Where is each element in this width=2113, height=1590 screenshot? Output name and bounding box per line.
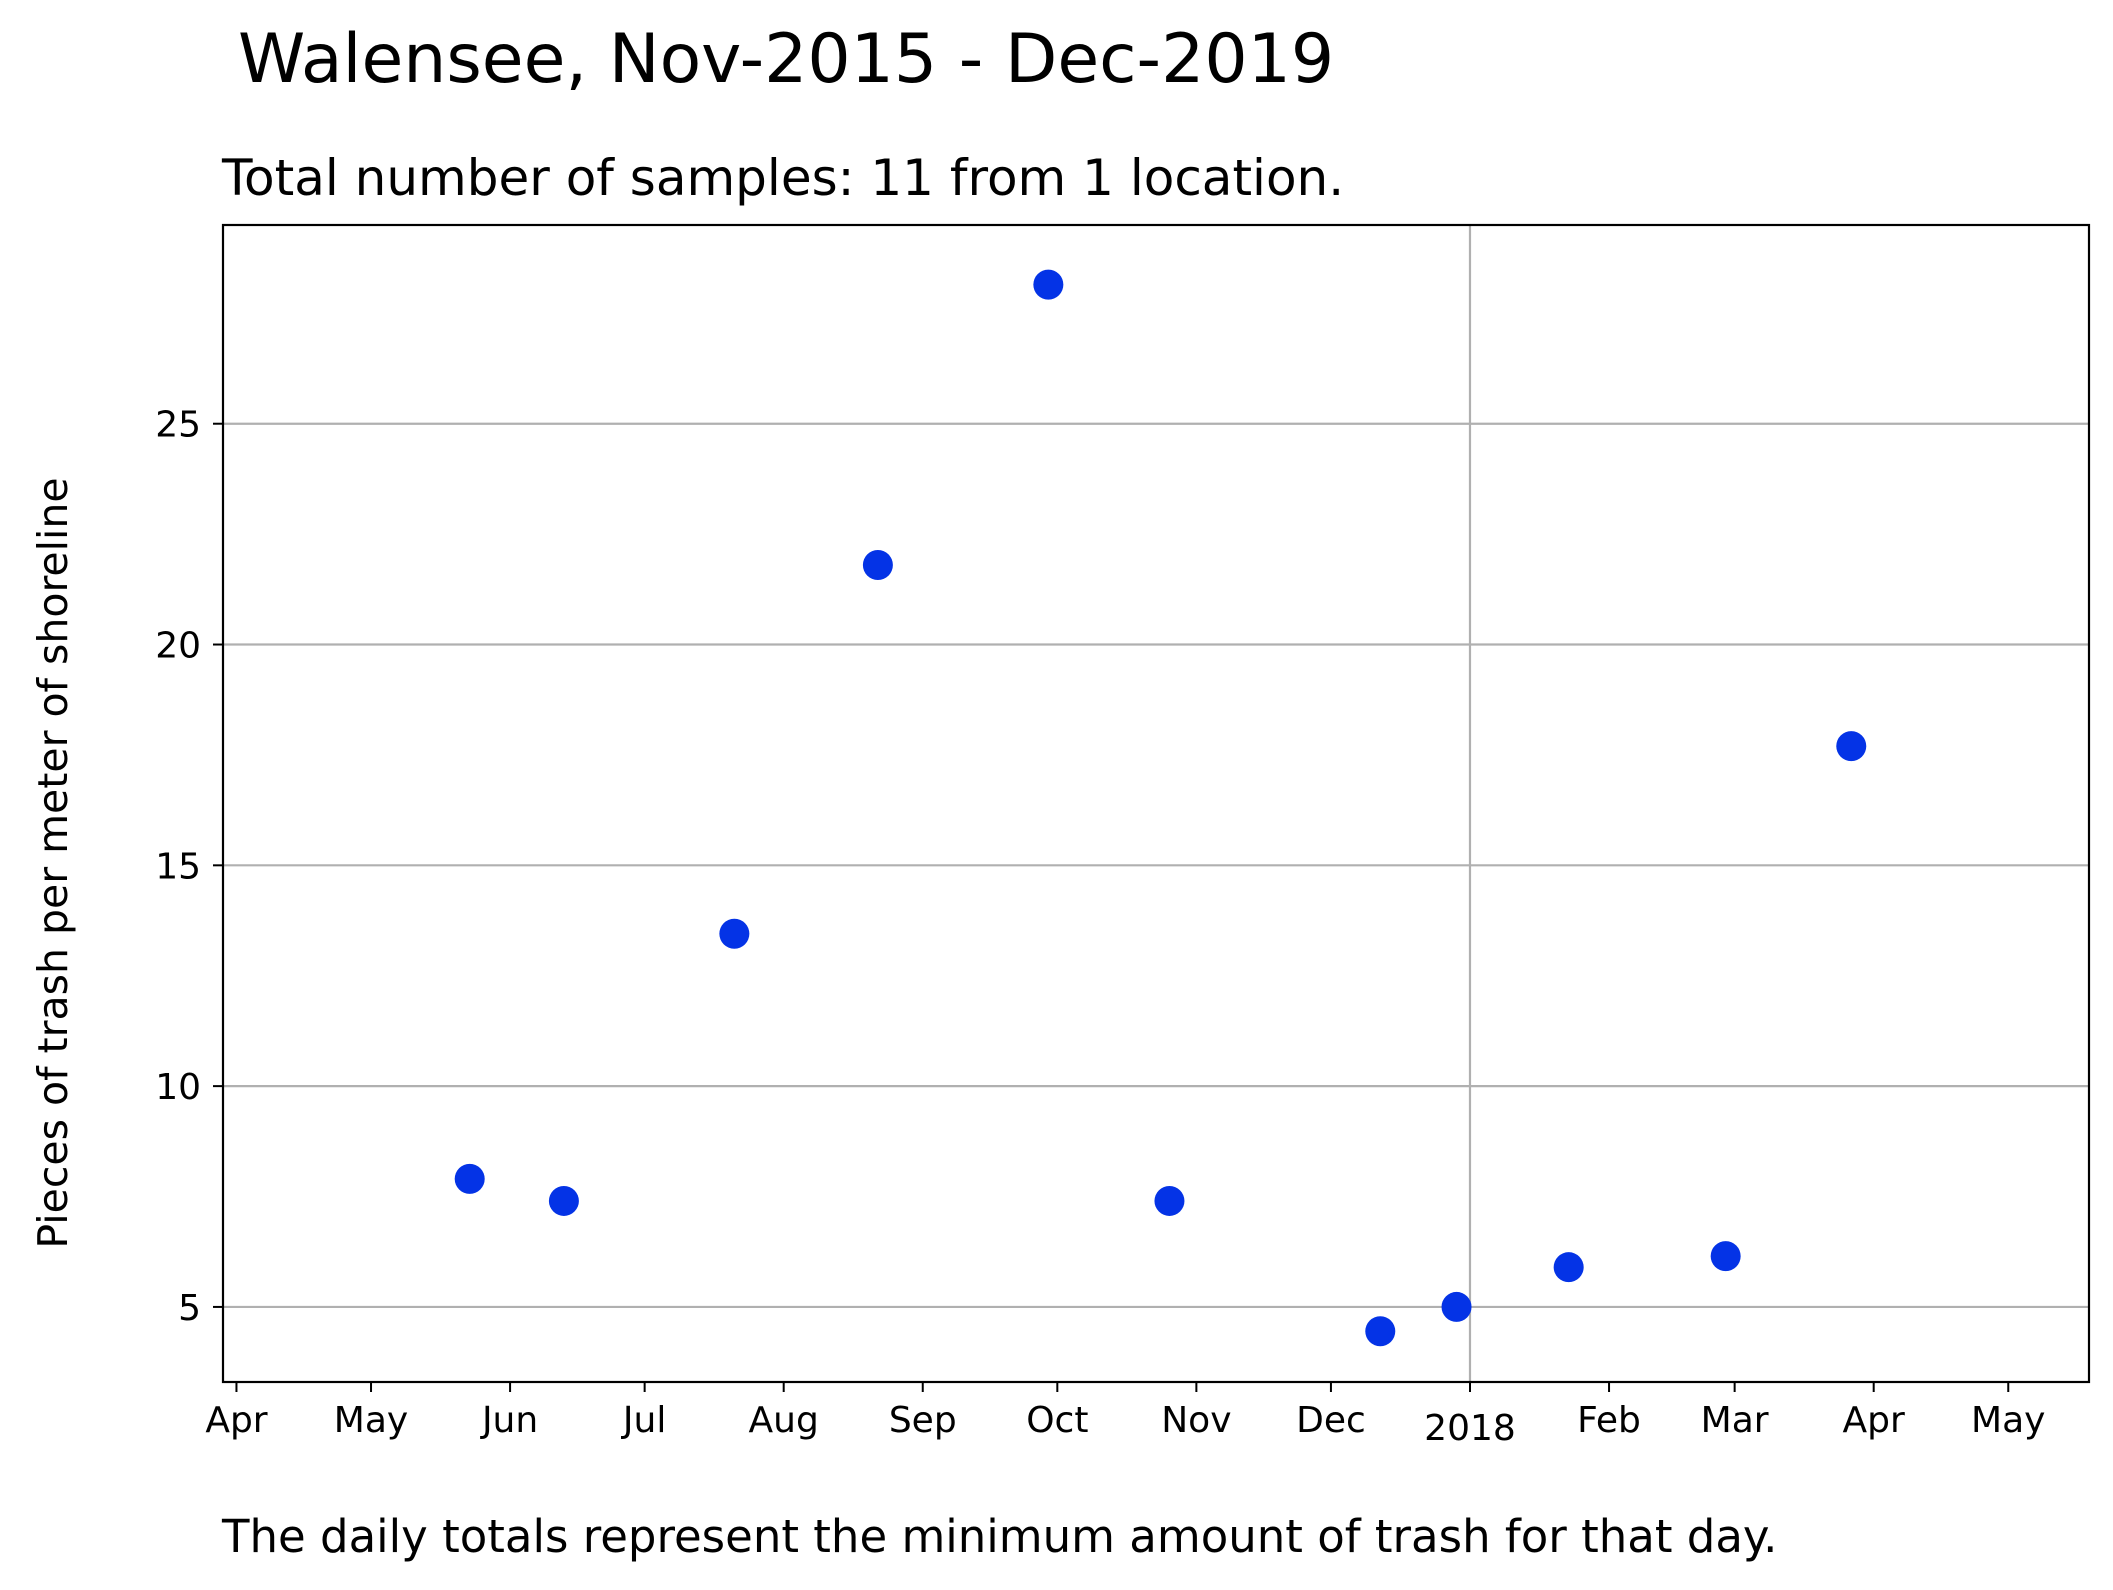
data-point [1365,1316,1396,1347]
chart-title: Walensee, Nov-2015 - Dec-2019 [238,20,1334,99]
y-tick-label: 20 [155,626,201,667]
data-point [548,1185,579,1216]
y-tick-label: 25 [155,405,201,446]
x-tick-label: Feb [1577,1400,1641,1441]
data-point [1441,1291,1472,1322]
y-tick-label: 10 [155,1067,201,1108]
y-axis-label: Pieces of trash per meter of shoreline [29,477,77,1248]
x-tick-label: May [334,1400,408,1441]
x-tick-label: Dec [1296,1400,1366,1441]
plot-frame [221,223,2091,1384]
x-tick-label: Jun [480,1400,538,1441]
x-tick-label: Nov [1161,1400,1231,1441]
data-point [1710,1241,1741,1272]
data-point [1836,731,1867,762]
x-tick-label: Jul [621,1400,666,1441]
chart-subtitle: Total number of samples: 11 from 1 locat… [221,149,1344,207]
x-tick-label: Mar [1701,1400,1769,1441]
y-tick-label: 5 [178,1288,201,1329]
x-tick-label: Oct [1026,1400,1088,1441]
data-point [1553,1252,1584,1283]
data-point [1154,1185,1185,1216]
data-point [1033,269,1064,300]
chart-caption: The daily totals represent the minimum a… [221,1510,1777,1563]
y-tick-label: 15 [155,846,201,887]
data-point [862,550,893,581]
x-tick-label: 2018 [1424,1408,1516,1449]
axes: 5 10 15 20 25 Apr May Jun Jul Aug Sep Oct Nov Dec 2018… [155,405,2045,1449]
data-point [719,918,750,949]
x-tick-label: Apr [1843,1400,1905,1441]
data-points [454,269,1867,1347]
data-point [454,1163,485,1194]
grid-lines [223,225,2089,1382]
x-tick-label: May [1971,1400,2045,1441]
x-tick-label: Aug [749,1400,819,1441]
x-tick-label: Sep [889,1400,957,1441]
x-tick-label: Apr [205,1400,267,1441]
